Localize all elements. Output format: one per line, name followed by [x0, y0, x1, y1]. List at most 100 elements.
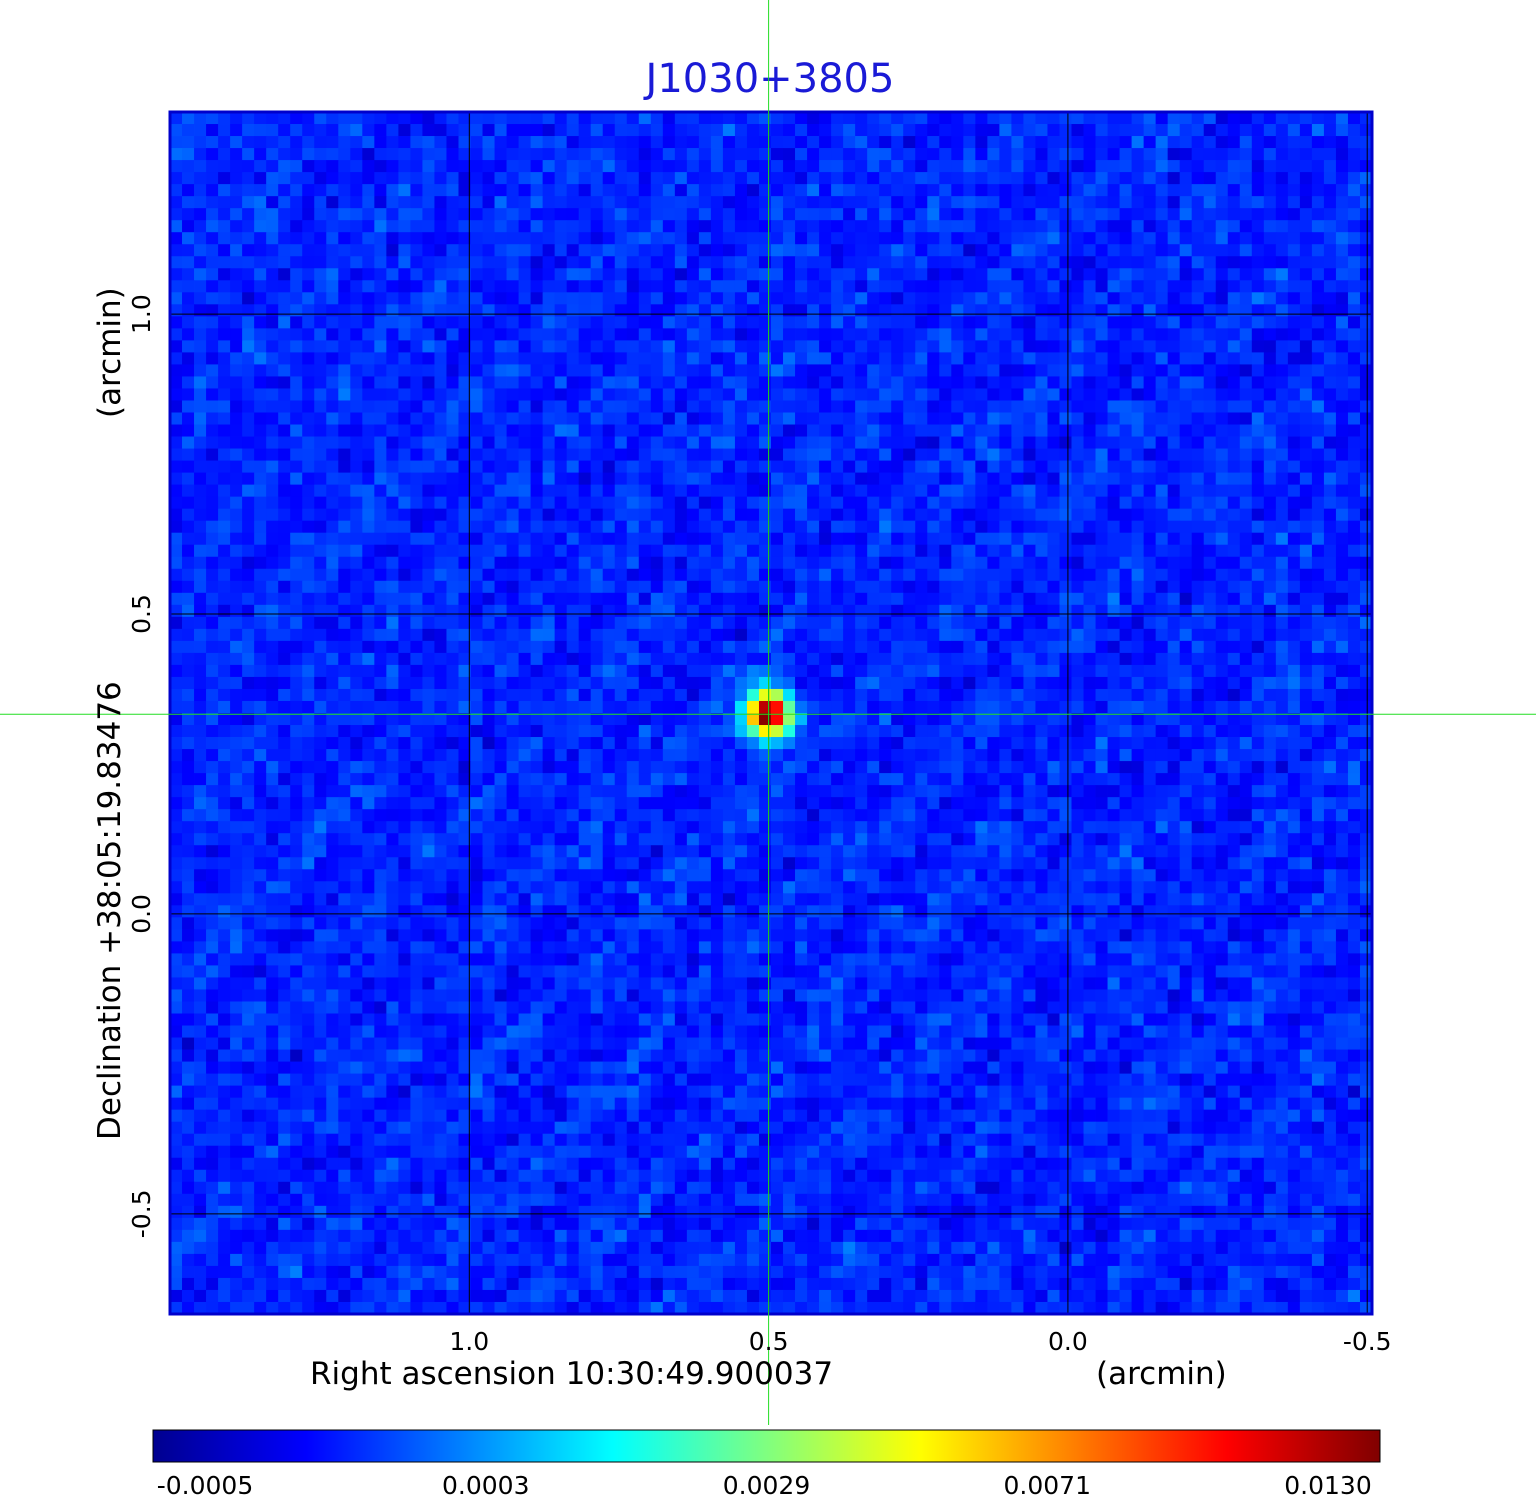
image-pixel: [482, 280, 495, 293]
image-pixel: [1275, 568, 1289, 582]
image-pixel: [386, 160, 399, 173]
image-pixel: [206, 400, 219, 413]
image-pixel: [650, 556, 664, 570]
image-pixel: [795, 556, 808, 570]
image-pixel: [1359, 160, 1373, 173]
image-pixel: [1215, 664, 1229, 678]
image-pixel: [506, 484, 519, 498]
image-pixel: [710, 532, 724, 546]
image-pixel: [314, 424, 327, 437]
image-pixel: [999, 352, 1012, 365]
image-pixel: [1335, 124, 1349, 137]
image-pixel: [758, 496, 772, 510]
image-pixel: [386, 544, 399, 558]
image-pixel: [182, 304, 195, 317]
image-pixel: [831, 196, 844, 209]
image-pixel: [182, 592, 195, 606]
image-pixel: [1287, 508, 1301, 522]
image-pixel: [362, 664, 375, 678]
image-pixel: [855, 460, 868, 473]
image-pixel: [758, 604, 772, 618]
image-pixel: [374, 664, 387, 678]
image-pixel: [470, 256, 483, 269]
image-pixel: [939, 208, 952, 221]
image-pixel: [278, 172, 291, 185]
image-pixel: [506, 112, 519, 125]
image-pixel: [1095, 700, 1108, 714]
image-pixel: [266, 124, 279, 137]
image-pixel: [1059, 220, 1072, 233]
image-pixel: [242, 292, 255, 305]
image-pixel: [1155, 400, 1169, 413]
image-pixel: [482, 412, 495, 425]
image-pixel: [482, 640, 495, 654]
image-pixel: [1191, 112, 1205, 125]
image-pixel: [1023, 172, 1036, 185]
image-pixel: [290, 160, 303, 173]
image-pixel: [1071, 124, 1084, 137]
image-pixel: [206, 460, 219, 473]
image-pixel: [1299, 160, 1313, 173]
image-pixel: [1347, 568, 1361, 582]
image-pixel: [194, 700, 207, 714]
image-pixel: [230, 436, 243, 449]
image-pixel: [1179, 556, 1193, 570]
image-pixel: [326, 340, 339, 353]
image-pixel: [254, 532, 267, 546]
image-pixel: [218, 436, 231, 449]
image-pixel: [1191, 496, 1205, 510]
image-pixel: [362, 232, 375, 245]
image-pixel: [698, 484, 712, 498]
image-pixel: [843, 124, 856, 137]
image-pixel: [290, 124, 303, 137]
image-pixel: [927, 496, 940, 510]
image-pixel: [1059, 568, 1072, 582]
image-pixel: [698, 388, 712, 401]
image-pixel: [1131, 688, 1145, 702]
image-pixel: [590, 280, 604, 293]
image-pixel: [783, 616, 796, 630]
image-pixel: [891, 268, 904, 281]
image-pixel: [1095, 316, 1108, 329]
image-pixel: [494, 172, 507, 185]
image-pixel: [807, 520, 820, 534]
image-pixel: [386, 520, 399, 534]
image-pixel: [194, 436, 207, 449]
image-pixel: [1071, 616, 1084, 630]
image-pixel: [278, 280, 291, 293]
image-pixel: [999, 472, 1012, 486]
image-pixel: [710, 616, 724, 630]
image-pixel: [927, 364, 940, 377]
image-pixel: [254, 496, 267, 510]
image-pixel: [734, 688, 748, 702]
image-pixel: [771, 172, 784, 185]
image-pixel: [638, 184, 652, 197]
image-pixel: [518, 580, 531, 594]
image-pixel: [915, 652, 928, 666]
image-pixel: [1035, 568, 1048, 582]
image-pixel: [1335, 520, 1349, 534]
image-pixel: [1131, 520, 1145, 534]
image-pixel: [698, 436, 712, 449]
image-pixel: [927, 628, 940, 642]
image-pixel: [206, 412, 219, 425]
image-pixel: [506, 172, 519, 185]
image-pixel: [710, 604, 724, 618]
image-pixel: [1107, 112, 1120, 125]
image-pixel: [494, 340, 507, 353]
image-pixel: [867, 544, 880, 558]
image-pixel: [1263, 148, 1277, 161]
image-pixel: [843, 364, 856, 377]
image-pixel: [170, 520, 183, 534]
image-pixel: [194, 220, 207, 233]
image-pixel: [566, 580, 580, 594]
image-pixel: [1059, 232, 1072, 245]
image-pixel: [602, 232, 616, 245]
image-pixel: [1095, 328, 1108, 341]
image-pixel: [1011, 580, 1024, 594]
image-pixel: [398, 364, 411, 377]
image-pixel: [506, 700, 519, 714]
image-pixel: [867, 580, 880, 594]
image-pixel: [278, 424, 291, 437]
image-pixel: [855, 304, 868, 317]
